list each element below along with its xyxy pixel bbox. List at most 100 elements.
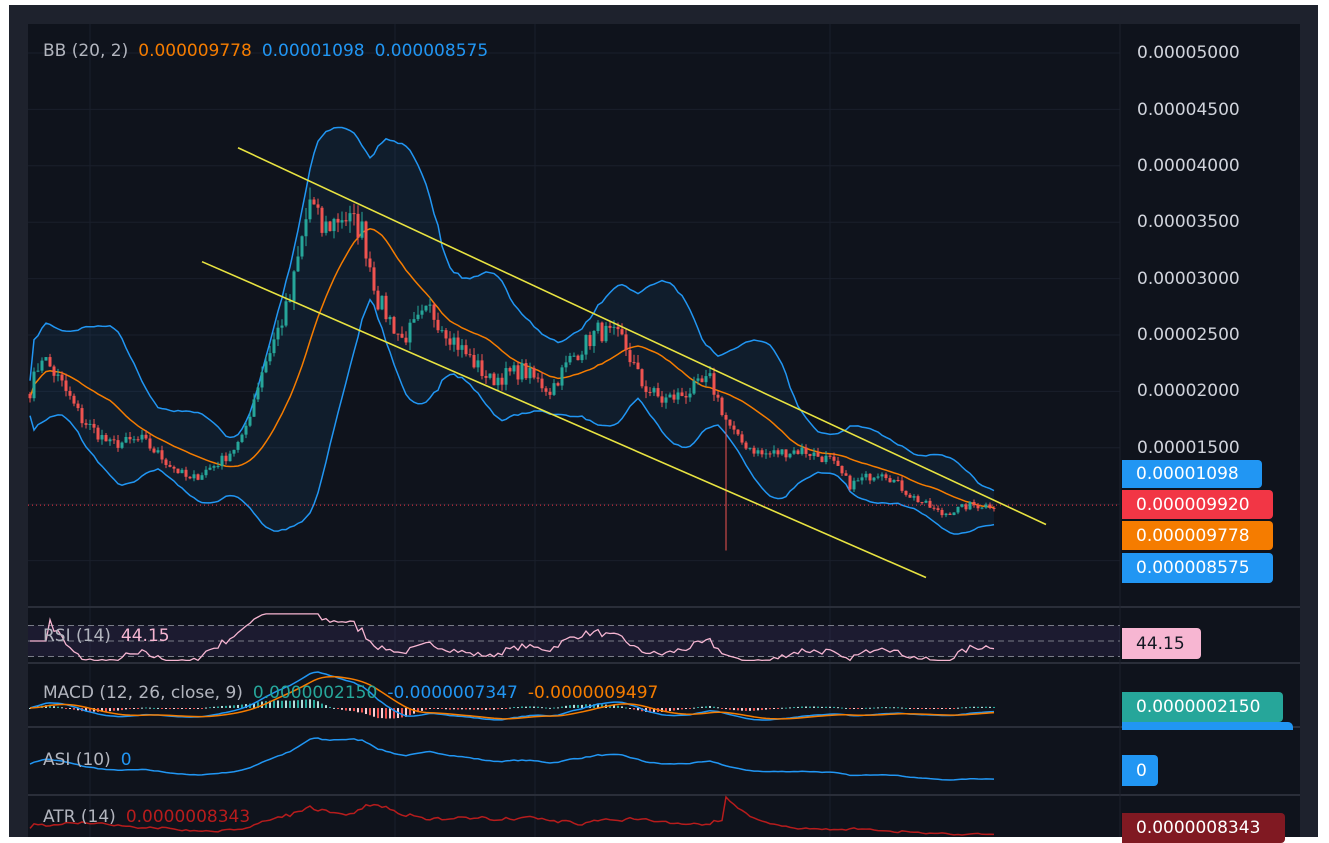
candle-body: [812, 452, 816, 456]
macd-histogram-bar: [421, 708, 423, 711]
macd-histogram-bar: [433, 708, 435, 709]
candle-body: [884, 474, 888, 479]
macd-histogram-bar: [693, 707, 695, 709]
candle-body: [980, 507, 984, 509]
rsi-legend[interactable]: RSI (14) 44.15: [43, 626, 180, 646]
bb-upper-line: [29, 126, 995, 492]
macd-histogram-bar: [753, 708, 755, 711]
macd-histogram-bar: [733, 708, 735, 711]
macd-histogram-bar: [725, 708, 727, 710]
asi-legend[interactable]: ASI (10) 0: [43, 750, 142, 770]
candle-body: [988, 504, 992, 508]
macd-histogram-bar: [545, 707, 547, 709]
candle-body: [700, 378, 704, 383]
macd-histogram-bar: [973, 706, 975, 708]
macd-histogram-bar: [109, 708, 111, 712]
candle-body: [216, 466, 220, 468]
candle-body: [772, 450, 776, 454]
macd-histogram-bar: [157, 707, 159, 709]
macd-histogram-bar: [765, 708, 767, 710]
macd-histogram-bar: [741, 708, 743, 711]
candle-body: [896, 479, 900, 481]
candle-body: [152, 448, 156, 453]
macd-histogram-bar: [721, 708, 723, 709]
candle-body: [560, 367, 564, 386]
candle-body: [740, 434, 744, 443]
macd-histogram-bar: [201, 708, 203, 709]
macd-histogram-bar: [125, 708, 127, 710]
macd-histogram-bar: [161, 708, 163, 709]
candle-body: [628, 350, 632, 363]
candle-body: [580, 354, 584, 361]
macd-histogram-bar: [769, 708, 771, 710]
rsi-value: 44.15: [120, 626, 170, 646]
candle-body: [336, 218, 340, 223]
candle-body: [672, 394, 676, 400]
macd-histogram-bar: [817, 706, 819, 708]
candle-body: [872, 477, 876, 481]
macd-histogram-bar: [573, 704, 575, 708]
candle-body: [104, 435, 108, 442]
candle-body: [620, 329, 624, 335]
macd-histogram-bar: [533, 706, 535, 708]
macd-histogram-bar: [629, 708, 631, 709]
macd-histogram-bar: [913, 708, 915, 709]
macd-histogram-bar: [117, 708, 119, 711]
macd-histogram-bar: [465, 708, 467, 710]
candle-body: [968, 502, 972, 510]
candle-body: [608, 325, 612, 328]
macd-histogram-bar: [669, 708, 671, 711]
macd-histogram-bar: [57, 706, 59, 708]
macd-histogram-bar: [509, 707, 511, 709]
macd-histogram-bar: [897, 707, 899, 709]
candle-body: [848, 475, 852, 490]
atr-line: [29, 795, 995, 836]
macd-histogram-bar: [445, 708, 447, 710]
macd-histogram-bar: [965, 707, 967, 709]
candle-body: [268, 353, 272, 362]
macd-histogram-bar: [233, 705, 235, 708]
macd-histogram-bar: [417, 708, 419, 713]
candle-body: [248, 416, 252, 426]
macd-histogram-bar: [985, 706, 987, 708]
macd-legend[interactable]: MACD (12, 26, close, 9) 0.0000002150 -0.00…: [43, 683, 668, 703]
candle-body: [360, 221, 364, 238]
last-price-badge: 0.000009920: [1122, 490, 1273, 519]
macd-histogram-bar: [937, 708, 939, 709]
macd-histogram-bar: [989, 706, 991, 708]
macd-histogram-bar: [569, 705, 571, 708]
macd-histogram-bar: [681, 708, 683, 710]
candle-body: [272, 339, 276, 354]
macd-histogram-bar: [581, 704, 583, 708]
candle-body: [92, 423, 96, 428]
rsi-badge: 44.15: [1122, 628, 1201, 659]
asi-badge: 0: [1122, 755, 1158, 786]
atr-legend[interactable]: ATR (14) 0.0000008343: [43, 807, 260, 827]
macd-histogram-bar: [837, 707, 839, 709]
bb-legend[interactable]: BB (20, 2) 0.000009778 0.00001098 0.0000085…: [43, 41, 498, 61]
candle-body: [448, 338, 452, 345]
macd-histogram-bar: [901, 707, 903, 709]
candle-body: [532, 367, 536, 378]
candle-body: [584, 335, 588, 355]
bb-upper-badge: 0.00001098: [1122, 460, 1262, 488]
macd-histogram-bar: [565, 705, 567, 708]
candle-body: [452, 337, 456, 345]
macd-histogram-bar: [333, 707, 335, 709]
macd-histogram-bar: [673, 708, 675, 711]
candle-body: [456, 337, 460, 350]
candle-body: [292, 271, 296, 301]
macd-histogram-bar: [353, 708, 355, 712]
macd-histogram-bar: [609, 704, 611, 708]
macd-histogram-bar: [289, 700, 291, 708]
macd-histogram-bar: [309, 699, 311, 708]
candle-body: [500, 377, 504, 385]
macd-histogram-bar: [121, 708, 123, 711]
candle-body: [844, 473, 848, 476]
macd-histogram-bar: [357, 708, 359, 713]
candle-body: [676, 392, 680, 400]
macd-histogram-bar: [925, 708, 927, 709]
candle-body: [588, 335, 592, 347]
macd-histogram-bar: [757, 708, 759, 711]
